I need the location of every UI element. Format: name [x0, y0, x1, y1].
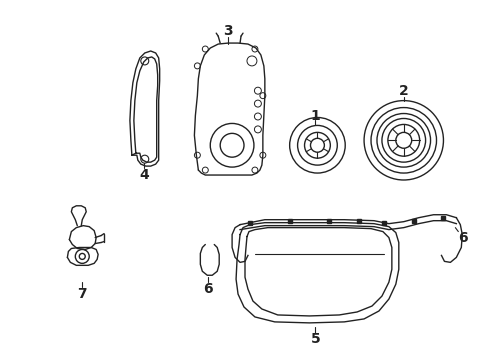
- Text: 3: 3: [223, 24, 233, 38]
- Text: 1: 1: [311, 108, 320, 122]
- Text: 4: 4: [139, 168, 148, 182]
- Text: 6: 6: [203, 282, 213, 296]
- Text: 2: 2: [399, 84, 409, 98]
- Text: 5: 5: [311, 332, 320, 346]
- Text: 7: 7: [77, 287, 87, 301]
- Text: 6: 6: [459, 230, 468, 244]
